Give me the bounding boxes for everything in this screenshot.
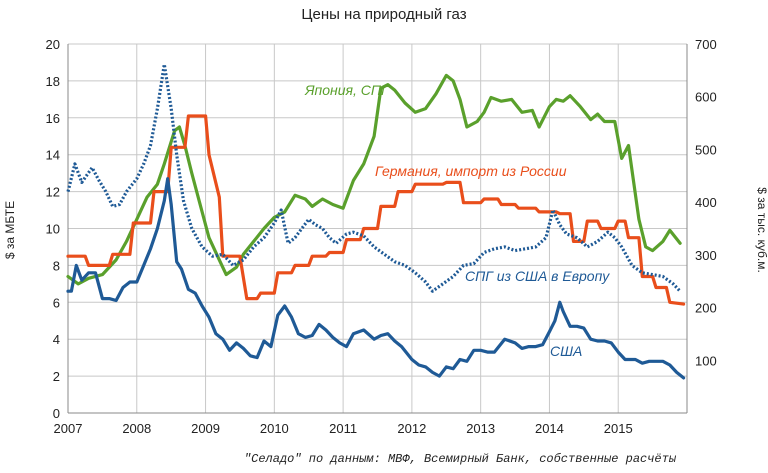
x-tick-label: 2008 xyxy=(122,421,151,436)
y-axis-left-label: $ за МБТЕ xyxy=(3,200,17,260)
x-tick-label: 2007 xyxy=(54,421,83,436)
y-left-tick-label: 0 xyxy=(53,406,60,421)
x-tick-label: 2009 xyxy=(191,421,220,436)
y-left-tick-label: 8 xyxy=(53,258,60,273)
y-left-tick-label: 4 xyxy=(53,332,60,347)
y-right-tick-label: 600 xyxy=(695,90,717,105)
y-left-tick-label: 20 xyxy=(46,37,60,52)
y-left-tick-label: 2 xyxy=(53,369,60,384)
chart-title: Цены на природный газ xyxy=(301,6,467,23)
x-tick-label: 2012 xyxy=(397,421,426,436)
source-note: "Селадо" по данным: МВФ, Всемирный Банк,… xyxy=(243,452,677,466)
axis-layer: 0 2 4 6 8 10 12 14 16 18 20 100 200 300 400 500 600 700 20… xyxy=(46,37,717,436)
y-right-tick-label: 400 xyxy=(695,195,717,210)
series-label-japan: Япония, СПГ xyxy=(304,82,390,98)
y-left-tick-label: 6 xyxy=(53,295,60,310)
germany-import-line xyxy=(66,114,686,306)
series-label-us-lng-europe: СПГ из США в Европу xyxy=(465,268,610,284)
x-tick-label: 2013 xyxy=(466,421,495,436)
y-right-tick-label: 200 xyxy=(695,301,717,316)
y-left-tick-label: 12 xyxy=(46,185,60,200)
x-tick-label: 2015 xyxy=(604,421,633,436)
x-tick-label: 2014 xyxy=(535,421,564,436)
y-left-tick-label: 10 xyxy=(46,222,60,237)
us-lng-europe-line xyxy=(66,62,682,293)
series-label-germany: Германия, импорт из России xyxy=(375,163,567,179)
y-right-tick-label: 300 xyxy=(695,248,717,263)
y-left-tick-label: 18 xyxy=(46,74,60,89)
series-label-us: США xyxy=(550,343,582,359)
y-left-tick-label: 14 xyxy=(46,148,60,163)
y-right-tick-label: 100 xyxy=(695,353,717,368)
us-price-line xyxy=(66,177,686,380)
x-tick-label: 2011 xyxy=(329,421,357,436)
y-right-tick-label: 700 xyxy=(695,37,717,52)
series-layer xyxy=(66,62,686,380)
japan-lng-line xyxy=(66,73,682,286)
y-left-tick-label: 16 xyxy=(46,111,60,126)
y-right-tick-label: 500 xyxy=(695,142,717,157)
series-label-layer: Япония, СПГ Германия, импорт из России СПГ… xyxy=(304,82,610,359)
y-axis-right-label: $ за тыс. куб.м. xyxy=(755,187,768,273)
x-tick-label: 2010 xyxy=(260,421,289,436)
